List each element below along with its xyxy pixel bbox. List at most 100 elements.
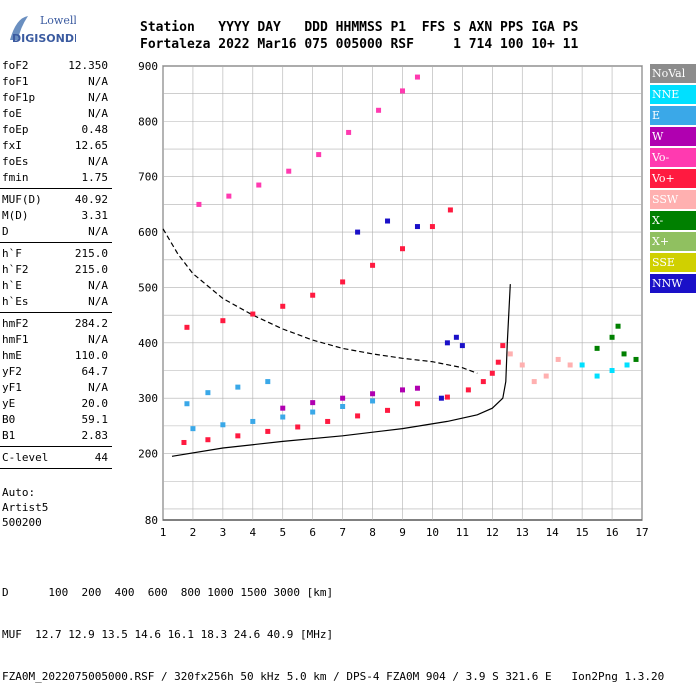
param-value: 20.0 <box>81 397 109 410</box>
data-point <box>567 362 573 368</box>
param-name: foEp <box>2 123 29 136</box>
data-point <box>480 379 486 385</box>
param-value: 215.0 <box>74 247 108 260</box>
data-point <box>181 439 187 445</box>
divider <box>0 446 112 447</box>
legend-item: X+ <box>650 232 696 251</box>
param-name: C-level <box>2 451 49 464</box>
x-tick-label: 17 <box>635 526 648 539</box>
param-name: h`F <box>2 247 22 260</box>
param-row: foF2 12.350 <box>0 58 112 74</box>
data-point <box>265 379 271 385</box>
divider <box>0 468 112 469</box>
footer-muf-row: MUF 12.7 12.9 13.5 14.6 16.1 18.3 24.6 4… <box>2 628 334 641</box>
x-tick-label: 8 <box>369 526 376 539</box>
x-tick-label: 16 <box>605 526 618 539</box>
data-point <box>280 405 286 411</box>
param-name: foF1 <box>2 75 29 88</box>
divider <box>0 242 112 243</box>
param-row: MUF(D) 40.92 <box>0 192 112 208</box>
y-tick-label: 800 <box>138 115 158 128</box>
data-point <box>190 426 196 432</box>
data-point <box>184 324 190 330</box>
logo-line1: Lowell <box>40 14 76 27</box>
param-value: 110.0 <box>74 349 108 362</box>
data-point <box>579 362 585 368</box>
header-columns: Station YYYY DAY DDD HHMMSS P1 FFS S AXN… <box>140 20 579 35</box>
param-name: B1 <box>2 429 16 442</box>
x-tick-label: 12 <box>486 526 499 539</box>
x-tick-label: 6 <box>309 526 316 539</box>
data-point <box>250 311 256 317</box>
data-point <box>414 224 420 230</box>
param-value: N/A <box>88 279 108 292</box>
data-point <box>235 433 241 439</box>
param-name: M(D) <box>2 209 29 222</box>
param-value: N/A <box>88 225 108 238</box>
x-tick-label: 7 <box>339 526 346 539</box>
param-row: fxI 12.65 <box>0 138 112 154</box>
y-tick-label: 400 <box>138 337 158 350</box>
y-tick-label: 500 <box>138 281 158 294</box>
param-row: fmin 1.75 <box>0 170 112 186</box>
param-value: N/A <box>88 91 108 104</box>
x-tick-label: 5 <box>279 526 286 539</box>
x-tick-label: 1 <box>160 526 167 539</box>
data-point <box>385 407 391 413</box>
data-point <box>205 390 211 396</box>
param-row: yE 20.0 <box>0 396 112 412</box>
param-row: M(D) 3.31 <box>0 208 112 224</box>
data-point <box>316 152 322 158</box>
data-point <box>531 379 537 385</box>
data-point <box>340 395 346 401</box>
param-row: hmF2 284.2 <box>0 316 112 332</box>
data-point <box>489 370 495 376</box>
data-point <box>370 391 376 397</box>
param-name: hmF2 <box>2 317 29 330</box>
param-row: h`Es N/A <box>0 294 112 310</box>
data-point <box>609 334 615 340</box>
y-tick-label: 80 <box>145 514 158 527</box>
data-point <box>507 351 513 357</box>
data-point <box>429 224 435 230</box>
legend: NoVal NNE E W Vo- Vo+ SSW X- X+ SSE NNW <box>650 64 696 295</box>
param-row: yF2 64.7 <box>0 364 112 380</box>
data-point <box>355 229 361 235</box>
data-point <box>500 343 506 349</box>
data-point <box>414 401 420 407</box>
legend-item: Vo+ <box>650 169 696 188</box>
x-tick-label: 3 <box>220 526 227 539</box>
param-row: foEs N/A <box>0 154 112 170</box>
digisonde-logo: Lowell DIGISONDE <box>10 14 76 45</box>
x-tick-label: 14 <box>546 526 560 539</box>
data-point <box>609 368 615 374</box>
data-point <box>400 246 405 252</box>
data-point <box>220 318 226 324</box>
param-name: yE <box>2 397 16 410</box>
header-values: Fortaleza 2022 Mar16 075 005000 RSF 1 71… <box>140 37 579 52</box>
param-value: N/A <box>88 107 108 120</box>
param-value: 215.0 <box>74 263 108 276</box>
param-name: h`F2 <box>2 263 29 276</box>
data-point <box>310 409 316 415</box>
logo-line2: DIGISONDE <box>12 32 76 45</box>
param-value: 0.48 <box>81 123 109 136</box>
legend-item: E <box>650 106 696 125</box>
param-row: h`F 215.0 <box>0 246 112 262</box>
data-point <box>205 437 211 443</box>
auto-code: 500200 <box>2 516 42 529</box>
data-point <box>376 107 382 113</box>
data-point <box>400 387 405 393</box>
legend-item: NoVal <box>650 64 696 83</box>
divider <box>0 312 112 313</box>
data-point <box>621 351 627 357</box>
data-point <box>624 362 630 368</box>
data-point <box>594 345 600 351</box>
data-point <box>310 292 316 298</box>
param-row: foF1p N/A <box>0 90 112 106</box>
data-point <box>295 424 301 430</box>
x-tick-label: 2 <box>190 526 197 539</box>
data-point <box>196 201 202 207</box>
param-row: hmF1 N/A <box>0 332 112 348</box>
param-value: 44 <box>94 451 108 464</box>
